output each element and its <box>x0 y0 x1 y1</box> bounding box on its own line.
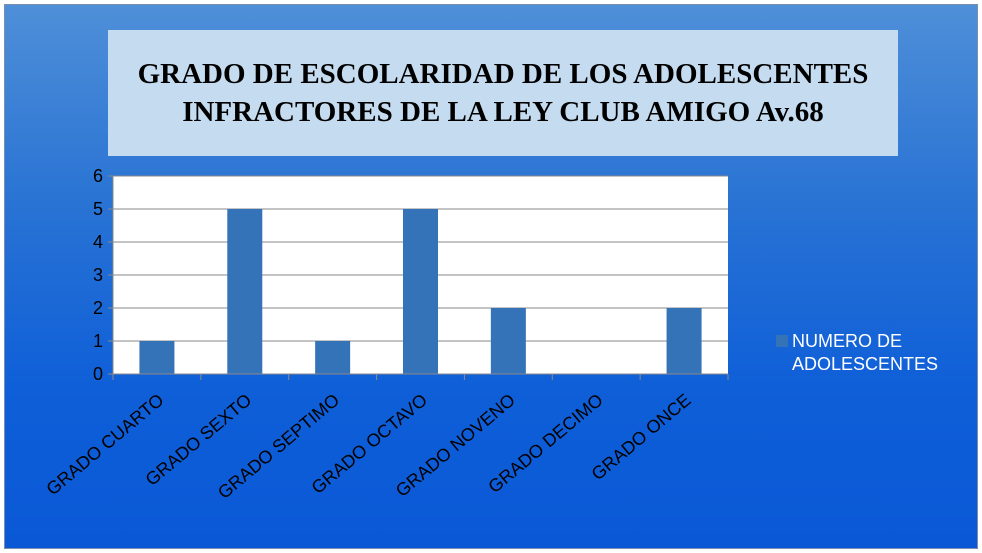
legend-label: NUMERO DE ADOLESCENTES <box>792 331 939 374</box>
bar <box>315 341 351 374</box>
chart-title: GRADO DE ESCOLARIDAD DE LOS ADOLESCENTES… <box>108 30 898 156</box>
y-tick-label: 3 <box>93 265 103 285</box>
y-tick-label: 2 <box>93 298 103 318</box>
bar <box>227 209 263 374</box>
legend: NUMERO DE ADOLESCENTES <box>776 330 976 376</box>
y-tick-label: 0 <box>93 364 103 384</box>
bar <box>490 308 526 374</box>
y-tick-label: 6 <box>93 166 103 186</box>
y-tick-label: 5 <box>93 199 103 219</box>
bar <box>403 209 438 374</box>
y-tick-label: 1 <box>93 331 103 351</box>
legend-swatch <box>776 335 788 347</box>
y-tick-label: 4 <box>93 232 103 252</box>
bar <box>139 341 175 374</box>
bar <box>666 308 702 374</box>
